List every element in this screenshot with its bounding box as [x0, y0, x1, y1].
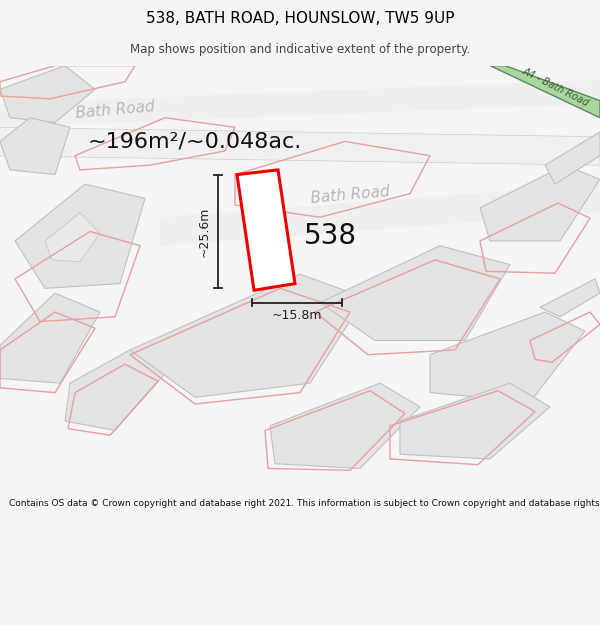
Polygon shape	[0, 127, 600, 165]
Text: 538: 538	[304, 222, 356, 250]
Polygon shape	[237, 170, 295, 290]
Polygon shape	[320, 246, 510, 341]
Text: Contains OS data © Crown copyright and database right 2021. This information is : Contains OS data © Crown copyright and d…	[9, 499, 600, 508]
Text: 538, BATH ROAD, HOUNSLOW, TW5 9UP: 538, BATH ROAD, HOUNSLOW, TW5 9UP	[146, 11, 454, 26]
Polygon shape	[545, 132, 600, 184]
Polygon shape	[130, 274, 365, 398]
Text: Map shows position and indicative extent of the property.: Map shows position and indicative extent…	[130, 42, 470, 56]
Polygon shape	[0, 118, 70, 174]
Polygon shape	[0, 80, 600, 128]
Polygon shape	[400, 383, 550, 459]
Text: A4 - Bath Road: A4 - Bath Road	[521, 66, 591, 109]
Polygon shape	[540, 279, 600, 317]
Text: Bath Road: Bath Road	[75, 99, 155, 121]
Polygon shape	[65, 350, 165, 431]
Polygon shape	[0, 66, 95, 122]
Polygon shape	[160, 184, 600, 246]
Polygon shape	[430, 312, 585, 402]
Polygon shape	[45, 213, 100, 262]
Text: Bath Road: Bath Road	[310, 184, 390, 206]
Polygon shape	[480, 165, 600, 241]
Text: ~25.6m: ~25.6m	[197, 206, 211, 257]
Polygon shape	[0, 293, 100, 383]
Polygon shape	[15, 184, 145, 288]
Polygon shape	[270, 383, 420, 469]
Polygon shape	[490, 66, 600, 118]
Text: ~15.8m: ~15.8m	[272, 309, 322, 322]
Text: ~196m²/~0.048ac.: ~196m²/~0.048ac.	[88, 131, 302, 151]
